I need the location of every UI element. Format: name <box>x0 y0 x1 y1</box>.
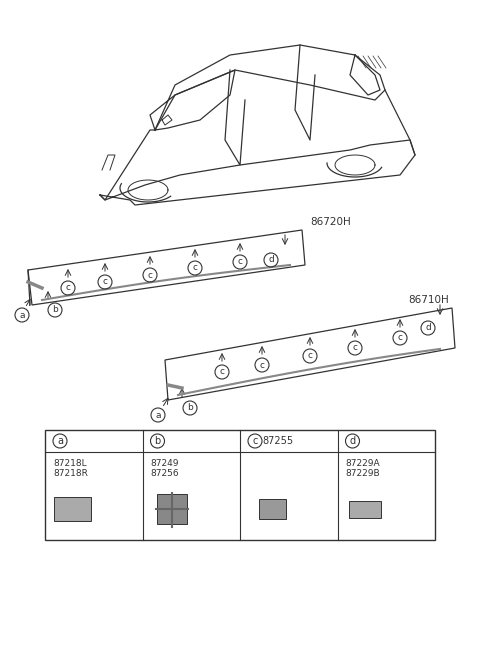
Text: c: c <box>252 436 258 446</box>
Text: 87218R: 87218R <box>53 469 88 478</box>
Text: c: c <box>397 333 403 342</box>
Text: c: c <box>219 367 225 377</box>
Text: 87229B: 87229B <box>346 469 380 478</box>
Text: a: a <box>155 411 161 419</box>
Text: d: d <box>425 323 431 333</box>
FancyBboxPatch shape <box>156 494 187 524</box>
Text: c: c <box>352 344 358 352</box>
Text: 87229A: 87229A <box>346 459 380 468</box>
Text: 87218L: 87218L <box>53 459 86 468</box>
FancyBboxPatch shape <box>348 501 381 518</box>
Text: 86710H: 86710H <box>408 295 449 305</box>
Text: c: c <box>308 352 312 361</box>
Text: 87249: 87249 <box>151 459 179 468</box>
Text: d: d <box>268 255 274 264</box>
Text: b: b <box>52 306 58 314</box>
Text: c: c <box>238 258 242 266</box>
Text: b: b <box>187 403 193 413</box>
Text: a: a <box>19 310 25 319</box>
Text: c: c <box>260 361 264 369</box>
Text: c: c <box>103 277 108 287</box>
Text: c: c <box>65 283 71 293</box>
Text: 87256: 87256 <box>151 469 179 478</box>
Text: d: d <box>349 436 356 446</box>
Text: a: a <box>57 436 63 446</box>
FancyBboxPatch shape <box>54 497 91 521</box>
Text: b: b <box>155 436 161 446</box>
Text: 87255: 87255 <box>262 436 293 446</box>
FancyBboxPatch shape <box>259 499 286 519</box>
Text: 86720H: 86720H <box>310 217 351 227</box>
Text: c: c <box>192 264 197 272</box>
Text: c: c <box>147 270 153 279</box>
